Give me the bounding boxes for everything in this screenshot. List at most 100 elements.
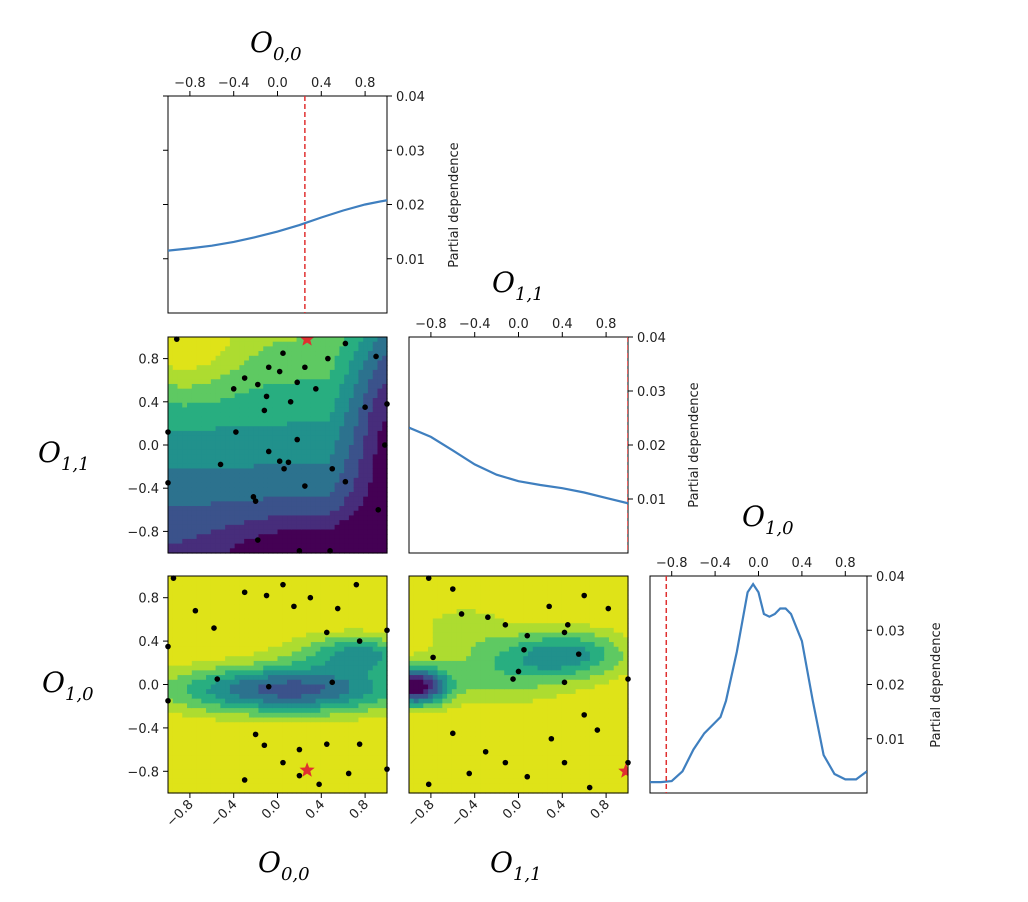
contour-cell [244,746,249,751]
contour-cell [249,520,254,525]
contour-cell [368,473,373,478]
contour-cell [320,365,325,370]
contour-cell [244,736,249,741]
contour-cell [182,534,187,539]
contour-cell [258,365,263,370]
contour-cell [273,398,278,403]
contour-cell [339,718,344,723]
sample-point [264,593,270,599]
contour-cell [187,346,192,351]
contour-cell [263,426,268,431]
contour-cell [230,436,235,441]
contour-cell [363,417,368,422]
contour-cell [306,422,311,427]
contour-cell [192,436,197,441]
contour-cell [216,647,221,652]
contour-cell [254,398,259,403]
contour-cell [423,595,428,600]
contour-cell [197,393,202,398]
contour-cell [263,651,268,656]
contour-cell [442,732,447,737]
contour-cell [368,337,373,342]
contour-cell [225,506,230,511]
contour-cell [409,628,414,633]
contour-cell [287,694,292,699]
contour-cell [258,779,263,784]
contour-cell [201,647,206,652]
contour-cell [423,585,428,590]
contour-cell [339,375,344,380]
contour-cell [409,656,414,661]
contour-cell [349,708,354,713]
contour-cell [358,544,363,549]
contour-cell [192,365,197,370]
contour-cell [409,769,414,774]
contour-cell [192,727,197,732]
contour-cell [201,751,206,756]
contour-cell [230,760,235,765]
contour-cell [211,398,216,403]
contour-cell [292,609,297,614]
contour-cell [325,618,330,623]
contour-cell [220,609,225,614]
contour-cell [211,600,216,605]
contour-cell [187,360,192,365]
contour-cell [301,746,306,751]
contour-cell [320,534,325,539]
contour-cell [335,699,340,704]
contour-cell [433,732,438,737]
contour-cell [442,651,447,656]
contour-cell [225,576,230,581]
contour-cell [244,440,249,445]
contour-cell [461,670,466,675]
contour-cell [368,450,373,455]
contour-cell [273,784,278,789]
contour-cell [306,534,311,539]
contour-cell [466,590,471,595]
contour-cell [414,666,419,671]
contour-cell [230,614,235,619]
contour-cell [438,774,443,779]
contour-cell [419,708,424,713]
contour-cell [230,497,235,502]
contour-cell [373,713,378,718]
contour-cell [263,346,268,351]
contour-cell [354,661,359,666]
contour-cell [414,585,419,590]
contour-cell [230,642,235,647]
contour-cell [409,642,414,647]
contour-cell [278,600,283,605]
contour-cell [320,356,325,361]
contour-cell [168,736,173,741]
contour-cell [409,741,414,746]
contour-cell [268,379,273,384]
contour-cell [344,581,349,586]
contour-cell [419,585,424,590]
contour-cell [354,360,359,365]
contour-cell [173,703,178,708]
contour-cell [363,445,368,450]
contour-cell [330,661,335,666]
contour-cell [211,464,216,469]
contour-cell [201,689,206,694]
contour-cell [466,699,471,704]
contour-cell [230,656,235,661]
contour-cell [249,422,254,427]
contour-cell [292,675,297,680]
contour-cell [452,647,457,652]
contour-cell [414,651,419,656]
contour-cell [173,393,178,398]
contour-cell [235,576,240,581]
contour-cell [173,398,178,403]
contour-cell [192,422,197,427]
contour-cell [301,708,306,713]
contour-cell [206,722,211,727]
contour-cell [428,699,433,704]
contour-cell [368,342,373,347]
contour-cell [244,760,249,765]
contour-cell [230,585,235,590]
contour-cell [268,501,273,506]
contour-cell [278,389,283,394]
contour-cell [173,595,178,600]
contour-cell [278,633,283,638]
